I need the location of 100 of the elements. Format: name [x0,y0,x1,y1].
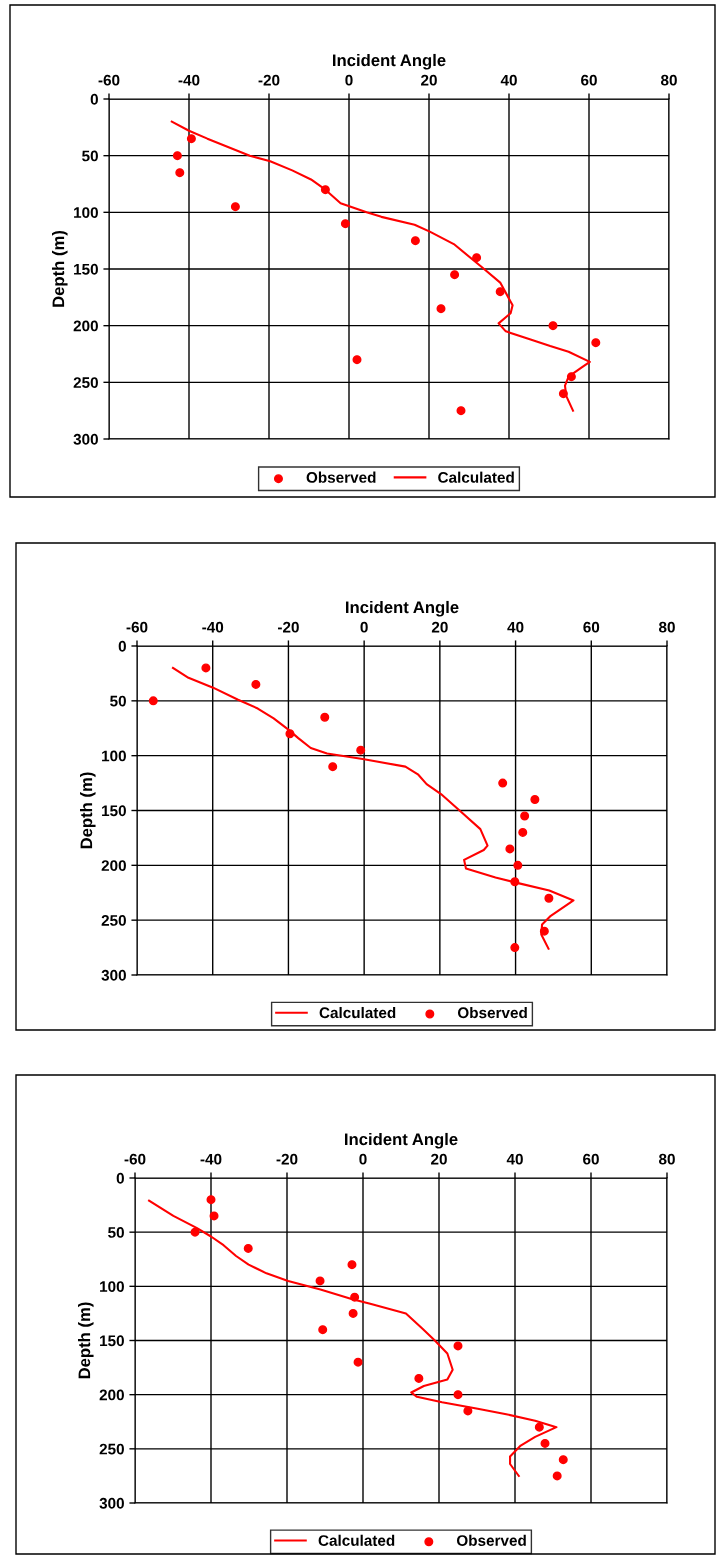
point [190,1227,200,1237]
y-tick-label: 50 [108,1227,124,1238]
x-tick-label: 80 [658,1153,675,1165]
point [251,679,261,689]
y-axis-title: Depth (m) [78,1302,94,1379]
point [510,877,520,887]
x-tick-label: 20 [431,621,448,633]
x-tick-label: -40 [178,74,200,86]
x-tick-label: 60 [583,621,600,633]
line-series [148,1199,558,1477]
line-series [171,666,575,950]
point [548,321,558,331]
y-tick-label: 150 [102,805,126,817]
point [230,202,240,212]
point [456,406,466,416]
point [566,372,576,382]
point [348,1308,358,1318]
x-tick-label: -60 [124,1153,146,1165]
x-tick-label: 40 [500,74,517,86]
legend-label: Observed [457,1006,527,1019]
x-tick-label: 20 [431,1153,447,1165]
point [353,1357,363,1367]
y-tick-label: 100 [102,750,126,762]
y-tick-label: 250 [101,915,126,926]
legend-label: Calculated [438,471,514,483]
x-tick-label: 60 [581,74,597,86]
y-tick-label: 100 [100,1281,124,1293]
x-tick-label: 0 [359,1153,367,1165]
y-tick-label: 50 [82,150,98,162]
point [414,1373,424,1383]
point [450,270,460,280]
point [320,712,330,722]
x-axis-title: Incident Angle [345,1132,458,1149]
y-tick-label: 200 [99,1389,124,1401]
point [513,860,523,870]
x-tick-label: -20 [276,1153,298,1165]
y-axis-title: Depth (m) [80,772,96,849]
x-tick-label: 40 [507,621,524,633]
point [206,1195,216,1205]
point [243,1243,253,1253]
y-tick-label: 0 [118,640,126,652]
x-tick-label: 80 [660,74,677,86]
point [472,253,482,263]
point [518,827,528,837]
x-tick-label: -20 [277,621,299,633]
point [558,1455,568,1465]
y-tick-label: 200 [101,860,126,872]
x-tick-label: -20 [258,74,280,86]
x-axis-title: Incident Angle [333,53,446,70]
point [539,926,549,936]
legend-label: Observed [456,1534,526,1546]
point [558,389,568,399]
point [530,795,540,805]
point [410,236,420,246]
y-tick-label: 300 [73,433,98,445]
point [148,696,158,706]
x-tick-label: -40 [200,1153,222,1165]
point [540,1438,550,1448]
point [520,811,530,821]
point [544,893,554,903]
y-tick-label: 50 [110,695,126,707]
point [453,1390,463,1400]
x-tick-label: 40 [506,1153,523,1165]
point [352,355,362,365]
point [436,304,446,314]
point [328,762,338,772]
x-tick-label: 60 [583,1153,599,1165]
point [285,729,295,739]
point [340,219,350,229]
point [172,151,182,161]
y-tick-label: 300 [101,969,126,981]
y-tick-label: 100 [74,207,98,219]
point [498,778,508,788]
y-tick-label: 300 [99,1497,124,1509]
y-tick-label: 0 [90,93,98,105]
point [350,1292,360,1302]
y-tick-label: 150 [100,1335,124,1347]
x-tick-label: -60 [126,621,148,633]
legend-label: Observed [306,471,376,483]
x-tick-label: 80 [658,621,675,633]
point [315,1276,325,1286]
point [552,1471,562,1481]
x-tick-label: 20 [421,74,437,86]
y-axis-title: Depth (m) [52,230,68,307]
y-tick-label: 200 [73,320,98,332]
point [209,1211,219,1221]
x-tick-label: 0 [345,74,353,86]
point [591,338,601,348]
y-tick-label: 150 [74,263,98,275]
line-series [170,120,591,412]
x-tick-label: -40 [202,621,224,633]
legend-label: Calculated [319,1006,396,1019]
point [347,1260,357,1270]
point [495,287,505,297]
point [356,745,366,755]
point [453,1341,463,1351]
point [201,663,211,673]
x-axis-title: Incident Angle [346,600,459,617]
y-tick-label: 250 [73,377,98,389]
x-tick-label: -60 [98,74,120,86]
